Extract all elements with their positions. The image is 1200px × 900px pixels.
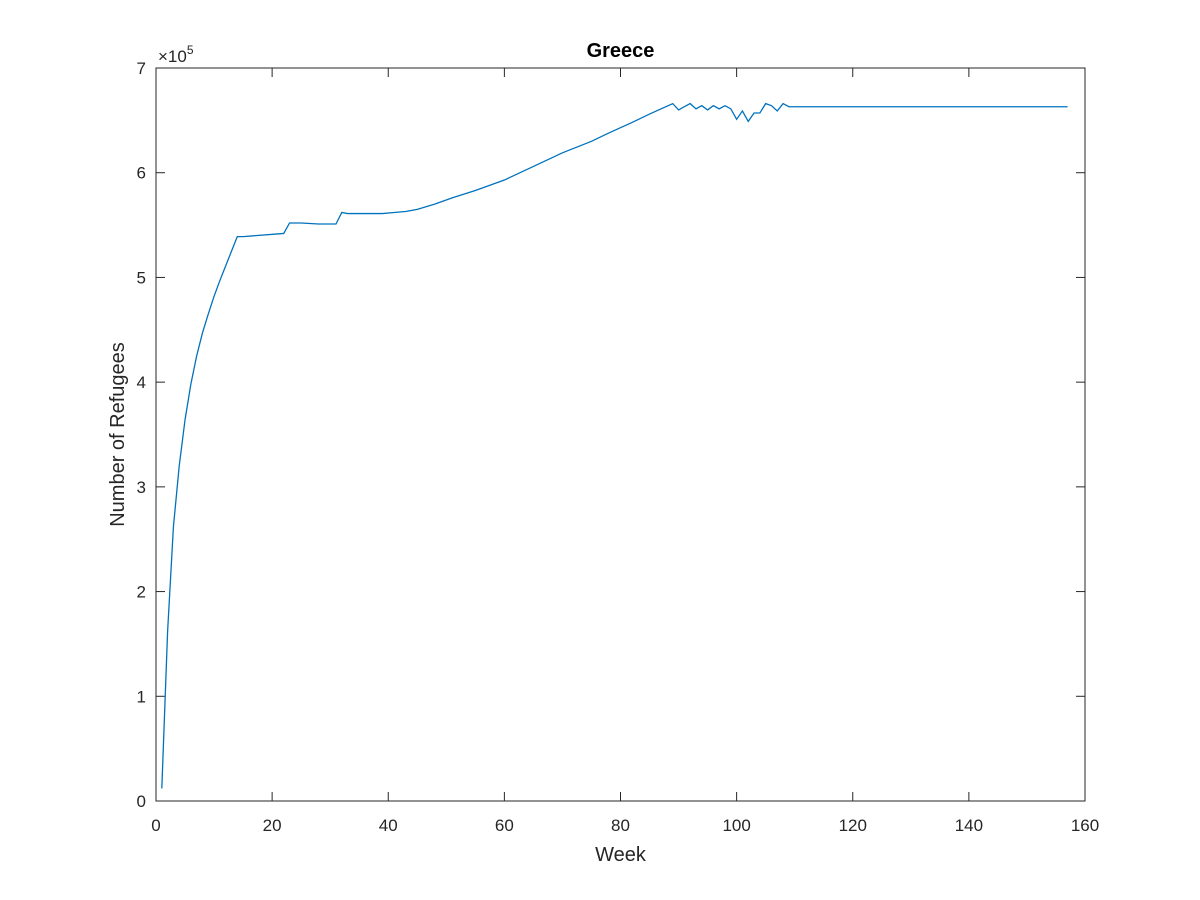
y-exponent-base: ×10 [158,47,187,66]
x-tick-label: 80 [611,816,630,835]
y-exponent-power: 5 [187,43,194,57]
x-axis-label: Week [595,844,647,866]
x-tick-label: 60 [495,816,514,835]
plot-area [156,68,1085,801]
x-tick-label: 120 [839,816,867,835]
y-axis-label: Number of Refugees [107,342,129,527]
y-tick-label: 3 [137,478,146,497]
y-tick-label: 2 [137,583,146,602]
y-tick-label: 1 [137,687,146,706]
x-tick-label: 100 [722,816,750,835]
x-tick-label: 40 [379,816,398,835]
y-tick-label: 6 [137,164,146,183]
y-tick-label: 0 [137,792,146,811]
x-tick-label: 20 [263,816,282,835]
y-tick-label: 7 [137,59,146,78]
plot-frame [155,67,1086,802]
tick-labels: 0 20 40 60 80 100 120 140 160 0 1 2 3 4 5 6 7 [137,59,1100,835]
y-tick-label: 4 [137,373,146,392]
chart-title: Greece [587,40,655,62]
y-exponent-label: ×105 [158,43,194,66]
x-tick-label: 140 [955,816,983,835]
y-tick-label: 5 [137,268,146,287]
series-line [161,102,1068,789]
x-tick-label: 160 [1071,816,1099,835]
x-tick-label: 0 [151,816,160,835]
